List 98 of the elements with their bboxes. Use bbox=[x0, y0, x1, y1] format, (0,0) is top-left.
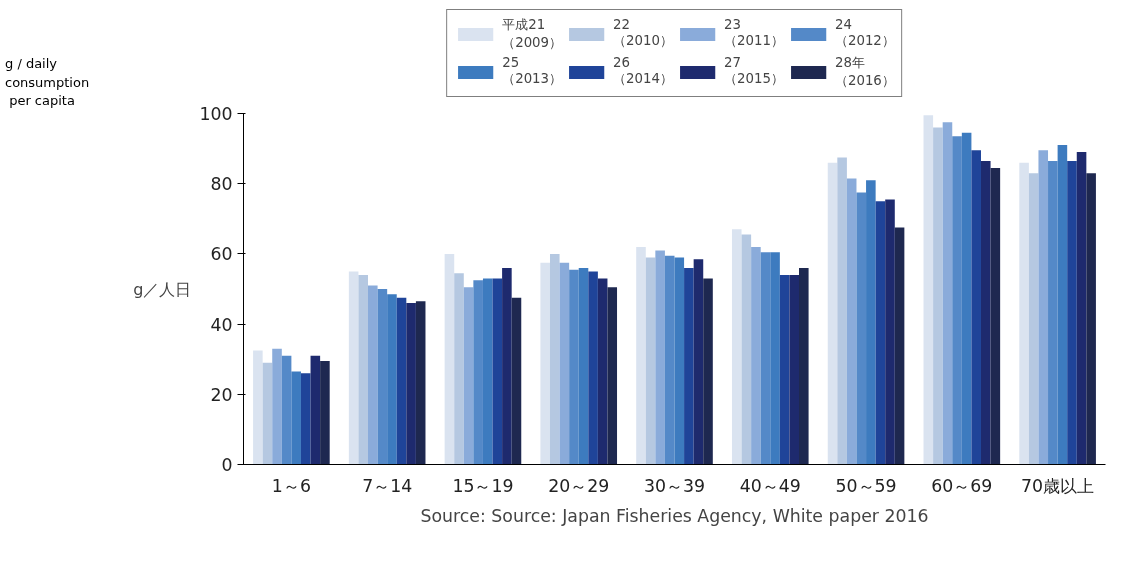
x-tick-label: 40～49 bbox=[739, 475, 801, 496]
y-tick-label: 60 bbox=[210, 244, 233, 265]
source-note: Source: Source: Japan Fisheries Agency, White paper 2016 bbox=[420, 505, 929, 526]
y-tick-label: 20 bbox=[210, 384, 233, 405]
bar bbox=[942, 122, 953, 465]
bar bbox=[933, 127, 943, 465]
bar bbox=[875, 201, 886, 465]
bar bbox=[645, 257, 656, 465]
bar bbox=[358, 274, 369, 465]
bar bbox=[1038, 150, 1049, 465]
bar bbox=[511, 297, 522, 465]
bar bbox=[415, 301, 426, 465]
bar bbox=[253, 350, 263, 465]
bar bbox=[1076, 152, 1087, 465]
bar bbox=[885, 199, 895, 465]
legend-label: 25（2013） bbox=[502, 55, 563, 88]
bar bbox=[1019, 162, 1029, 465]
bar bbox=[300, 373, 311, 465]
bar bbox=[779, 274, 790, 465]
x-tick-label: 20～29 bbox=[548, 475, 610, 496]
bar bbox=[894, 227, 905, 465]
bar bbox=[866, 180, 876, 465]
bar bbox=[578, 267, 589, 465]
bar bbox=[636, 246, 646, 465]
bar bbox=[980, 160, 991, 465]
bar bbox=[348, 271, 359, 465]
bar bbox=[444, 253, 455, 465]
bar bbox=[1067, 160, 1077, 465]
bar bbox=[473, 280, 483, 465]
bar bbox=[655, 250, 665, 465]
bar bbox=[856, 192, 867, 465]
bar bbox=[320, 360, 330, 465]
legend-label: 24（2012） bbox=[834, 17, 895, 50]
bar bbox=[827, 162, 838, 465]
bar bbox=[1028, 173, 1039, 465]
bar bbox=[272, 348, 282, 465]
y-tick-label: 0 bbox=[221, 455, 233, 475]
legend-label: 23（2011） bbox=[724, 17, 784, 50]
bar bbox=[310, 355, 321, 465]
bar bbox=[262, 362, 273, 465]
bar bbox=[607, 287, 618, 465]
bar bbox=[502, 267, 512, 465]
bar bbox=[387, 294, 397, 465]
bar bbox=[377, 289, 388, 465]
legend-label: 平成21（2009） bbox=[502, 15, 563, 52]
bar bbox=[674, 257, 685, 465]
bar bbox=[549, 253, 560, 465]
bar bbox=[741, 234, 752, 465]
bar bbox=[952, 136, 962, 465]
bar bbox=[990, 167, 1001, 465]
bar bbox=[1057, 145, 1068, 465]
bar bbox=[923, 115, 934, 465]
bar bbox=[684, 267, 694, 465]
x-tick-label: 30～39 bbox=[643, 475, 706, 496]
y-tick-label: 80 bbox=[210, 174, 233, 195]
bar bbox=[703, 278, 713, 465]
bar bbox=[971, 150, 981, 465]
bar bbox=[789, 274, 800, 465]
bar bbox=[396, 297, 407, 465]
x-tick-label: 7～14 bbox=[362, 475, 413, 496]
bar bbox=[731, 229, 742, 465]
legend-label: 22（2010） bbox=[613, 17, 673, 50]
bar bbox=[492, 278, 503, 465]
bar bbox=[463, 287, 474, 465]
y-tick-label: 100 bbox=[199, 104, 233, 124]
bar bbox=[540, 262, 550, 465]
legend-label: 28年（2016） bbox=[834, 53, 895, 90]
bar bbox=[597, 278, 608, 465]
bar bbox=[799, 267, 809, 465]
bar bbox=[368, 285, 378, 465]
bar bbox=[664, 255, 675, 465]
bar bbox=[406, 303, 416, 465]
bar bbox=[291, 371, 301, 465]
bar bbox=[454, 273, 464, 465]
bar bbox=[569, 269, 579, 465]
text: g / daily consumption per capita bbox=[5, 55, 90, 111]
bar bbox=[559, 262, 570, 465]
bar bbox=[693, 259, 704, 465]
bar bbox=[760, 252, 771, 465]
bar bbox=[961, 132, 972, 465]
bar bbox=[482, 278, 493, 465]
x-tick-label: 50～59 bbox=[835, 475, 897, 496]
bar bbox=[281, 355, 292, 465]
bar bbox=[770, 252, 780, 465]
bar bbox=[751, 246, 761, 465]
x-tick-label: 15～19 bbox=[452, 475, 514, 496]
legend-label: 27（2015） bbox=[724, 55, 784, 88]
bar bbox=[588, 271, 598, 465]
bar bbox=[846, 178, 857, 465]
x-tick-label: 70歳以上 bbox=[1021, 475, 1095, 496]
x-tick-label: 1～6 bbox=[271, 475, 311, 496]
bar bbox=[837, 157, 847, 465]
bar bbox=[1086, 173, 1096, 465]
y-tick-label: 40 bbox=[210, 314, 233, 335]
x-tick-label: 60～69 bbox=[931, 475, 993, 496]
bar bbox=[1048, 160, 1058, 465]
legend-label: 26（2014） bbox=[613, 55, 673, 88]
y-axis-title: g／人日 bbox=[133, 279, 192, 299]
